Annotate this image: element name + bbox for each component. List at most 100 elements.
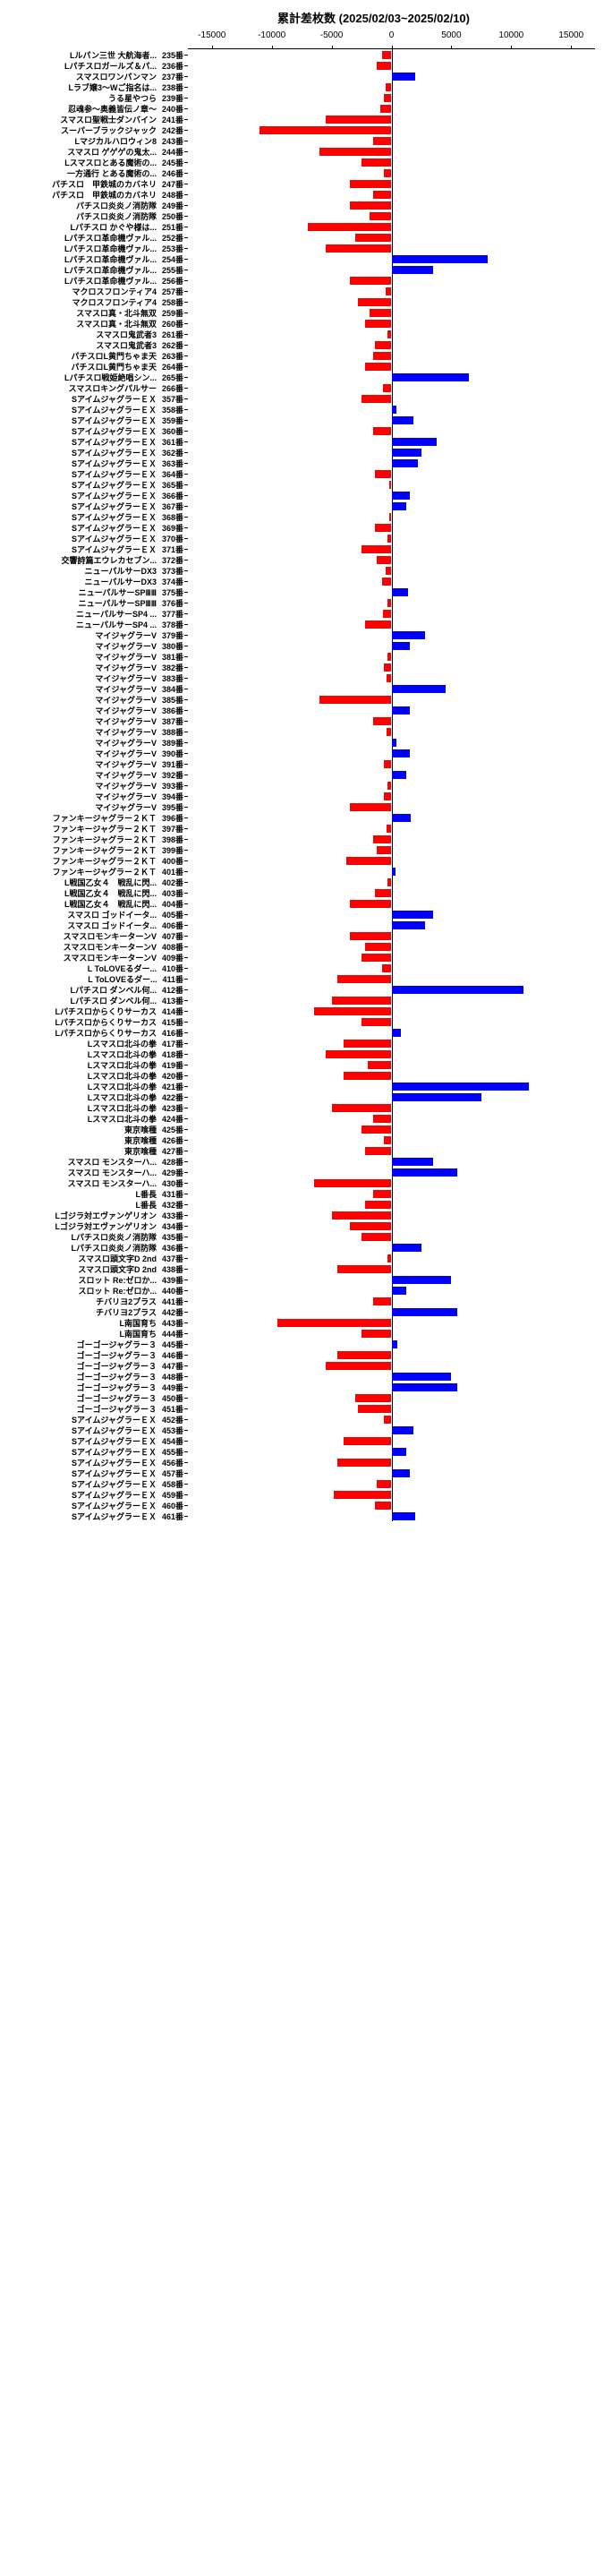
bar-row: 忍魂参〜奥義皆伝ノ章〜240番 — [188, 103, 595, 114]
bar-row: Lマジカルハロウィン8243番 — [188, 135, 595, 146]
y-tick — [184, 1011, 188, 1012]
y-tick — [184, 1494, 188, 1495]
bar-row: Lゴジラ対エヴァンゲリオン434番 — [188, 1220, 595, 1231]
bar-row: ファンキージャグラー２ＫＴ396番 — [188, 812, 595, 823]
bar — [326, 1362, 392, 1370]
bar — [392, 1426, 413, 1434]
y-tick — [184, 248, 188, 249]
y-tick — [184, 108, 188, 109]
y-tick — [184, 989, 188, 990]
bar-row: スマスロ真・北斗無双260番 — [188, 318, 595, 329]
bar-row: Lラブ嬢3〜Wご指名は...238番 — [188, 81, 595, 92]
y-tick — [184, 517, 188, 518]
bar-row: Lパチスロからくりサーカス414番 — [188, 1006, 595, 1016]
y-tick — [184, 291, 188, 292]
bar-row: マイジャグラーV379番 — [188, 629, 595, 640]
bar — [384, 792, 391, 800]
bar — [375, 889, 392, 897]
bar — [392, 1158, 434, 1166]
bar-row: スマスロ モンスターハ...430番 — [188, 1177, 595, 1188]
y-tick — [184, 1398, 188, 1399]
y-tick — [184, 130, 188, 131]
bar — [346, 857, 392, 865]
bar — [386, 567, 392, 575]
bar — [392, 685, 446, 693]
y-tick — [184, 452, 188, 453]
bar — [392, 373, 470, 381]
y-tick — [184, 441, 188, 442]
bar — [389, 513, 392, 521]
bar — [387, 1254, 391, 1262]
bar — [392, 911, 434, 919]
bar — [392, 1469, 410, 1477]
bar — [392, 739, 396, 747]
bar — [387, 535, 391, 543]
y-tick — [184, 796, 188, 797]
bar — [365, 363, 391, 371]
bar — [375, 341, 392, 349]
bar-row: L ToLOVEるダー...410番 — [188, 963, 595, 973]
y-tick — [184, 312, 188, 313]
bar-row: スマスロ頭文字D 2nd438番 — [188, 1263, 595, 1274]
y-tick — [184, 1140, 188, 1141]
y-tick — [184, 323, 188, 324]
bar-row: チバリヨ2プラス442番 — [188, 1306, 595, 1317]
bar-row: L戦国乙女４ 戦乱に閃...403番 — [188, 887, 595, 898]
bar-row: マイジャグラーV385番 — [188, 694, 595, 705]
bar-row: SアイムジャグラーＥＸ369番 — [188, 522, 595, 533]
y-tick — [184, 194, 188, 195]
y-tick — [184, 667, 188, 668]
y-tick — [184, 237, 188, 238]
bar-row: Lパチスロからくりサーカス416番 — [188, 1027, 595, 1038]
bar — [350, 201, 392, 210]
bar-row: Lゴジラ対エヴァンゲリオン433番 — [188, 1210, 595, 1220]
bar — [392, 1308, 458, 1316]
y-tick — [184, 1000, 188, 1001]
bar-row: ファンキージャグラー２ＫＴ400番 — [188, 855, 595, 866]
bar-row: SアイムジャグラーＥＸ362番 — [188, 447, 595, 458]
y-tick — [184, 1075, 188, 1076]
bar — [392, 73, 416, 81]
bar-row: SアイムジャグラーＥＸ459番 — [188, 1489, 595, 1500]
bar-row: ニューパルサーDX3374番 — [188, 576, 595, 586]
bar — [365, 943, 391, 951]
y-tick — [184, 1441, 188, 1442]
bar-row: L戦国乙女４ 戦乱に閃...402番 — [188, 877, 595, 887]
bar — [337, 1459, 391, 1467]
y-tick — [184, 1473, 188, 1474]
y-tick — [184, 398, 188, 399]
bar-row: 東京喰種427番 — [188, 1145, 595, 1156]
y-tick — [184, 882, 188, 883]
bar-row: Lスマスロ北斗の拳421番 — [188, 1081, 595, 1091]
bar-row: スマスロ頭文字D 2nd437番 — [188, 1253, 595, 1263]
bar — [383, 610, 391, 618]
bar-row: スマスロ モンスターハ...428番 — [188, 1156, 595, 1167]
y-tick — [184, 377, 188, 378]
bar-row: Lパチスロ革命機ヴァル...253番 — [188, 243, 595, 253]
bar — [392, 1340, 398, 1348]
bar — [392, 492, 410, 500]
bar — [370, 212, 391, 220]
bar — [350, 932, 392, 940]
bar — [392, 1276, 452, 1284]
y-tick — [184, 570, 188, 571]
bar-row: Lパチスロからくりサーカス415番 — [188, 1016, 595, 1027]
x-tick-label: 5000 — [441, 30, 461, 40]
y-tick — [184, 946, 188, 947]
y-tick — [184, 1161, 188, 1162]
bar-row: SアイムジャグラーＥＸ358番 — [188, 404, 595, 415]
bar-row: SアイムジャグラーＥＸ371番 — [188, 543, 595, 554]
y-tick — [184, 1516, 188, 1517]
bar — [362, 1018, 391, 1026]
bar — [387, 599, 391, 607]
bar — [384, 1416, 391, 1424]
bar-row: SアイムジャグラーＥＸ460番 — [188, 1500, 595, 1511]
bar-row: スマスロ聖戦士ダンバイン241番 — [188, 114, 595, 124]
bar-row: パチスロ 甲鉄城のカバネリ248番 — [188, 189, 595, 200]
bar-row: SアイムジャグラーＥＸ456番 — [188, 1457, 595, 1468]
bar-row: スマスロ鬼武者3262番 — [188, 339, 595, 350]
y-tick — [184, 549, 188, 550]
y-tick — [184, 76, 188, 77]
y-tick — [184, 1376, 188, 1377]
bar-row: パチスロ 甲鉄城のカバネリ247番 — [188, 178, 595, 189]
